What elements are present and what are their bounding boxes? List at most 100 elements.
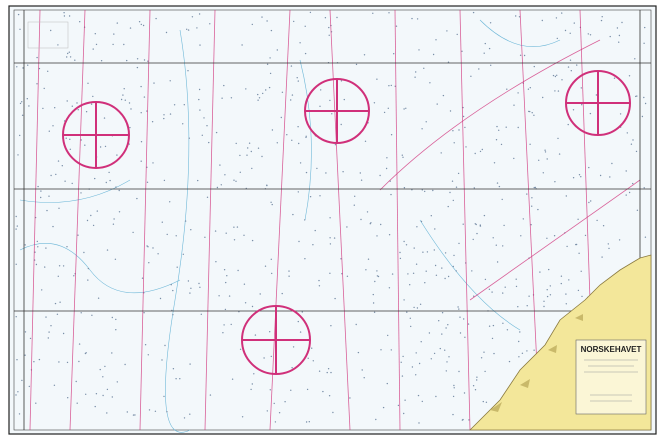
sounding (19, 102, 22, 105)
sounding (221, 97, 223, 99)
sounding (602, 225, 605, 227)
sounding (140, 112, 142, 114)
sounding (220, 184, 222, 186)
sounding (340, 123, 342, 126)
sounding (459, 332, 462, 334)
sounding (15, 263, 17, 265)
sounding (151, 121, 154, 123)
sounding (48, 195, 50, 197)
sounding (539, 271, 541, 273)
sounding (286, 134, 288, 136)
sounding (140, 23, 142, 26)
sounding (440, 152, 442, 154)
sounding (515, 285, 518, 288)
sounding (106, 412, 108, 414)
sounding (489, 22, 492, 24)
sounding (397, 404, 400, 407)
sounding (143, 59, 146, 61)
sounding (474, 152, 476, 155)
sounding (175, 235, 177, 237)
sounding (447, 324, 449, 326)
sounding (557, 90, 560, 92)
sounding (390, 193, 392, 196)
sounding (293, 20, 295, 23)
sounding (346, 275, 349, 277)
sounding (517, 306, 519, 308)
sounding (86, 219, 89, 222)
sounding (306, 388, 309, 391)
sounding (59, 301, 61, 303)
sounding (375, 418, 377, 421)
sounding (609, 35, 611, 38)
sounding (417, 394, 420, 397)
sounding (118, 189, 120, 192)
depth-contour (19, 179, 131, 203)
sounding (312, 360, 314, 362)
sounding (433, 352, 436, 355)
sounding (16, 66, 18, 68)
sounding (403, 299, 405, 301)
sounding (190, 287, 192, 289)
sounding (136, 66, 139, 69)
sounding (69, 138, 71, 140)
sounding (573, 22, 575, 24)
sounding (112, 43, 114, 46)
sounding (529, 87, 531, 89)
sounding (223, 269, 226, 271)
sounding (79, 21, 81, 23)
sounding (102, 394, 104, 397)
sounding (554, 181, 556, 183)
sounding (148, 409, 151, 411)
depth-contours (19, 19, 561, 433)
sounding (24, 244, 26, 246)
sounding (103, 117, 106, 119)
sounding (554, 90, 556, 92)
sounding (505, 126, 507, 128)
sounding (225, 232, 227, 234)
sounding (455, 186, 458, 188)
sounding (328, 34, 330, 36)
sounding (641, 115, 644, 118)
sounding (200, 313, 202, 315)
sounding (269, 331, 271, 333)
sounding (219, 164, 221, 166)
sounding (412, 272, 415, 274)
sounding (96, 210, 99, 212)
sounding (22, 67, 24, 69)
sounding (405, 107, 407, 110)
sounding (144, 344, 147, 346)
sounding (557, 137, 559, 140)
sounding (251, 23, 253, 26)
sounding (91, 314, 93, 316)
sounding (52, 125, 54, 127)
depth-contour (419, 219, 521, 331)
sounding (187, 29, 190, 31)
sounding (126, 411, 128, 413)
sounding (87, 279, 89, 281)
sounding (500, 143, 503, 146)
sounding (143, 96, 146, 98)
sounding (278, 412, 281, 414)
sounding (80, 139, 82, 141)
sounding (329, 237, 331, 239)
sounding (198, 98, 200, 101)
sounding (233, 226, 235, 228)
sounding (501, 198, 503, 201)
sounding (301, 311, 303, 313)
sounding (35, 402, 37, 404)
sounding (388, 234, 391, 236)
sounding (115, 329, 117, 331)
sounding (239, 154, 241, 157)
sounding (247, 147, 249, 149)
sounding (441, 267, 443, 269)
sounding (66, 246, 68, 248)
sounding (314, 229, 316, 232)
sounding (390, 84, 392, 87)
sounding (216, 186, 219, 189)
sounding (403, 108, 405, 110)
sounding (402, 355, 404, 358)
sounding (233, 239, 236, 241)
sounding (513, 157, 515, 160)
sounding (106, 388, 109, 391)
sounding (451, 180, 454, 182)
